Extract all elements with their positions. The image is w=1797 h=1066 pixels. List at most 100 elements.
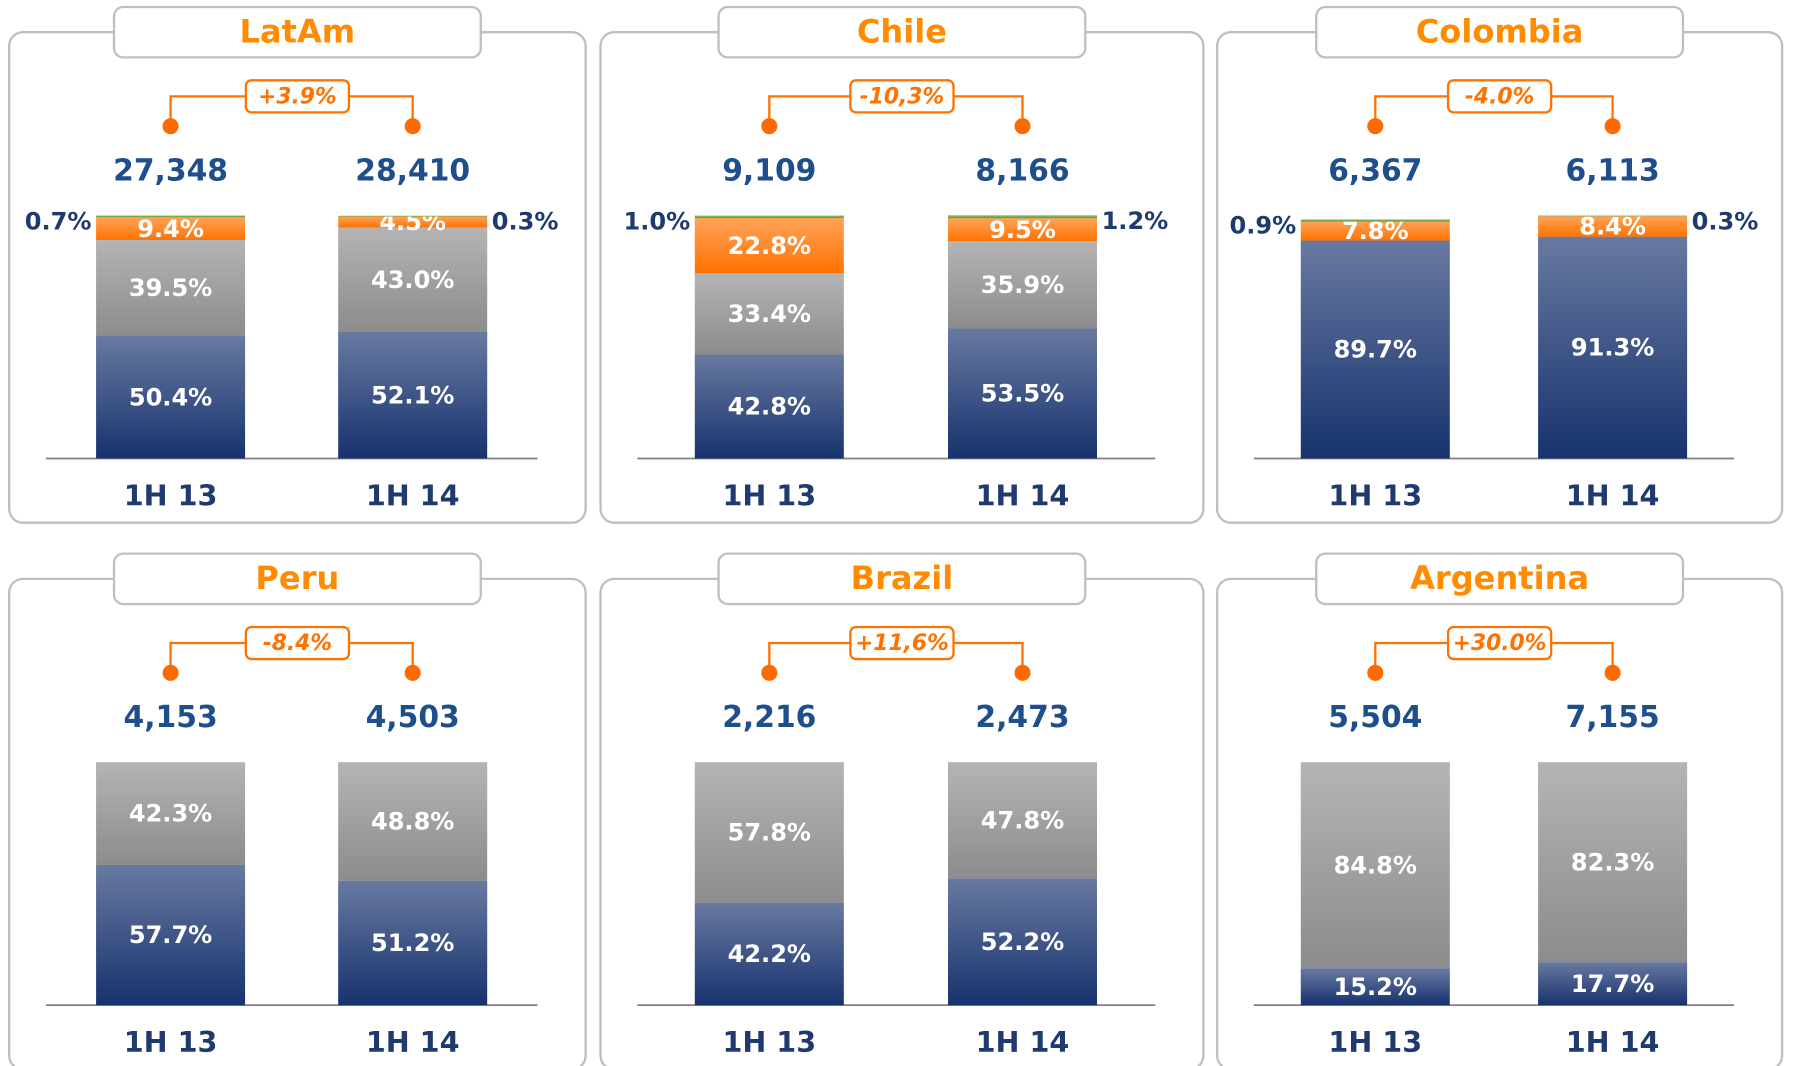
total-label: 4,153 <box>123 700 217 735</box>
bar-shine <box>694 273 844 355</box>
value-label: 0.7% <box>25 207 92 235</box>
bar-shine <box>694 354 844 459</box>
title-box <box>717 552 1087 606</box>
x-tick-label: 1H 14 <box>976 478 1070 512</box>
bracket-dot <box>1367 664 1384 681</box>
bracket-dot <box>404 118 421 135</box>
value-label: 50.4% <box>129 383 212 411</box>
bar-shine <box>948 241 1097 329</box>
panel-title: Peru <box>255 559 339 597</box>
bar-shine <box>1300 221 1450 241</box>
change-label: -8.4% <box>263 631 332 656</box>
bar-shine <box>1300 240 1450 459</box>
bar-shine <box>1300 968 1450 1006</box>
panel: Chile -10,3% 9,109 1H 13 42.8% 33.4% 22.8% 1.0%… <box>599 5 1205 524</box>
bar-shine <box>1300 762 1450 969</box>
bar-shine <box>338 880 488 1006</box>
x-tick-label: 1H 14 <box>1566 478 1660 512</box>
bracket-dot <box>1367 118 1384 135</box>
bar-shine <box>1300 219 1450 222</box>
value-label: 39.5% <box>129 274 212 302</box>
panel-title: LatAm <box>240 12 356 50</box>
value-label: 42.3% <box>129 800 212 828</box>
bar-shine <box>338 331 488 459</box>
x-tick-label: 1H 14 <box>976 1025 1070 1059</box>
value-label: 57.8% <box>728 819 811 847</box>
change-label: -4.0% <box>1465 85 1534 110</box>
value-label: 89.7% <box>1334 336 1417 364</box>
bar-shine <box>948 218 1097 242</box>
value-label: 57.7% <box>129 921 212 949</box>
bar-shine <box>96 217 246 241</box>
change-badge <box>849 79 955 114</box>
bar-shine <box>694 762 844 903</box>
bracket-dot <box>761 118 778 135</box>
bar-shine <box>96 762 246 865</box>
bar-shine <box>694 215 844 218</box>
bracket-dot <box>162 118 179 135</box>
bar-shine <box>96 240 246 337</box>
x-tick-label: 1H 14 <box>1566 1025 1660 1059</box>
value-label: 91.3% <box>1571 334 1654 362</box>
bar-shine <box>694 902 844 1006</box>
total-label: 8,166 <box>975 153 1069 188</box>
bar-shine <box>1538 962 1688 1006</box>
title-box <box>1315 5 1685 59</box>
value-label: 9.4% <box>137 215 204 243</box>
panel: LatAm +3.9% 27,348 1H 13 50.4% 39.5% 9.4% 0.7% 2… <box>8 5 587 524</box>
panel: Colombia -4.0% 6,367 1H 13 89.7% 7.8% 0.9% 6,11… <box>1215 5 1784 524</box>
title-box <box>112 552 482 606</box>
value-label: 52.1% <box>371 381 454 409</box>
bar-shine <box>338 227 488 332</box>
title-box <box>1315 552 1685 606</box>
panel: Brazil +11,6% 2,216 1H 13 42.2% 57.8% 2,473 1H … <box>599 552 1205 1066</box>
total-label: 28,410 <box>355 153 470 188</box>
total-label: 6,113 <box>1565 153 1659 188</box>
bar-shine <box>96 336 246 459</box>
bar-shine <box>1538 236 1688 459</box>
panel-title: Chile <box>857 12 947 50</box>
bar-shine <box>948 215 1097 219</box>
value-label: 4.5% <box>379 208 446 236</box>
bracket-dot <box>1014 118 1031 135</box>
bracket-dot <box>1604 118 1621 135</box>
total-label: 7,155 <box>1565 700 1659 735</box>
x-tick-label: 1H 13 <box>1328 478 1422 512</box>
x-tick-label: 1H 13 <box>722 478 816 512</box>
bar-shine <box>694 217 844 274</box>
value-label: 8.4% <box>1579 213 1646 241</box>
change-badge <box>849 625 955 661</box>
value-label: 51.2% <box>371 929 454 957</box>
value-label: 1.0% <box>624 207 691 235</box>
bracket-dot <box>761 664 778 681</box>
title-box <box>717 5 1087 59</box>
value-label: 22.8% <box>728 232 811 260</box>
value-label: 35.9% <box>981 271 1064 299</box>
bracket-dot <box>1604 664 1621 681</box>
panel-title: Colombia <box>1416 12 1584 50</box>
title-box <box>112 5 482 59</box>
bracket-dot <box>162 664 179 681</box>
change-label: +30.0% <box>1453 631 1547 656</box>
value-label: 53.5% <box>981 380 1064 408</box>
value-label: 7.8% <box>1342 217 1409 245</box>
value-label: 17.7% <box>1571 970 1654 998</box>
bar-shine <box>338 762 488 881</box>
x-tick-label: 1H 13 <box>1328 1025 1422 1059</box>
change-badge <box>244 79 351 114</box>
change-label: +11,6% <box>855 631 949 656</box>
change-label: +3.9% <box>258 85 337 110</box>
x-tick-label: 1H 14 <box>366 478 460 512</box>
value-label: 15.2% <box>1334 973 1417 1001</box>
panel: Peru -8.4% 4,153 1H 13 57.7% 42.3% 4,503 1H 14 5… <box>8 552 587 1066</box>
value-label: 84.8% <box>1334 851 1417 879</box>
change-badge <box>244 625 351 661</box>
x-tick-label: 1H 14 <box>366 1025 460 1059</box>
x-tick-label: 1H 13 <box>124 1025 218 1059</box>
value-label: 42.2% <box>728 940 811 968</box>
bracket-dot <box>1014 664 1031 681</box>
value-label: 1.2% <box>1102 207 1169 235</box>
total-label: 27,348 <box>113 153 228 188</box>
panel-title: Argentina <box>1410 559 1589 597</box>
